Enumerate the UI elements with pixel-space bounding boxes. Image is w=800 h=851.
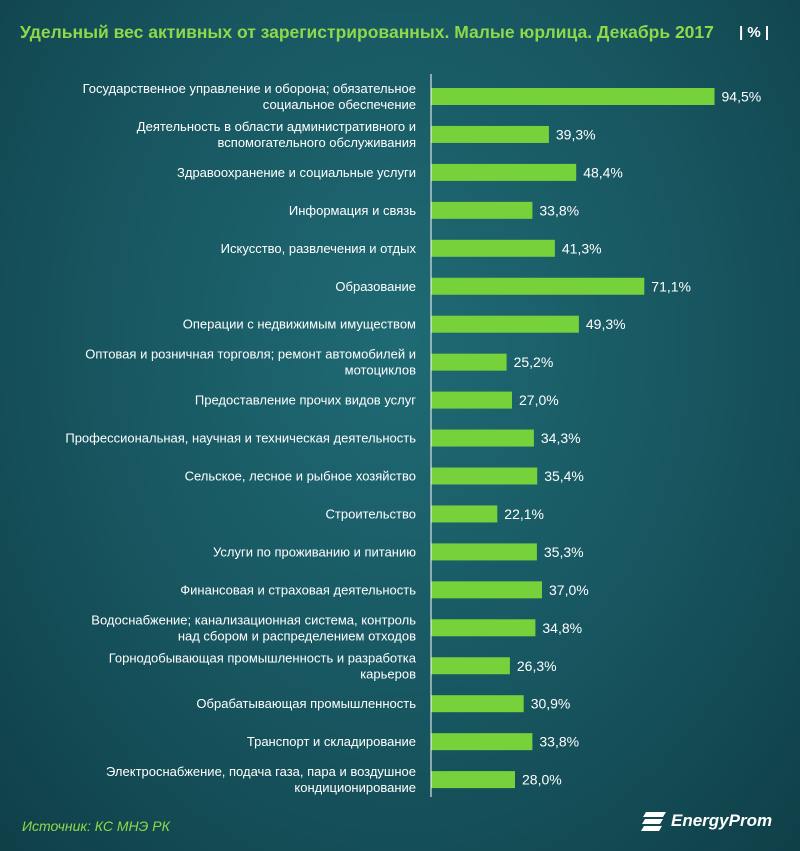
bar: [431, 733, 533, 751]
bar: [431, 353, 507, 371]
category-label: Финансовая и страховая деятельность: [180, 582, 416, 597]
bar: [431, 619, 536, 637]
category-label: Транспорт и складирование: [247, 734, 416, 749]
category-label: Профессиональная, научная и техническая …: [65, 431, 416, 446]
category-label: Операции с недвижимым имуществом: [183, 317, 416, 332]
bar: [431, 581, 542, 599]
logo-mark-icon: [641, 812, 666, 831]
value-label: 34,3%: [541, 430, 581, 446]
energyprom-logo: EnergyProm: [641, 810, 772, 832]
category-label: Сельское, лесное и рыбное хозяйство: [185, 469, 416, 484]
bar: [431, 657, 510, 675]
chart-title: Удельный вес активных от зарегистрирован…: [20, 22, 714, 42]
value-label: 33,8%: [539, 202, 579, 218]
category-label: Строительство: [326, 506, 416, 521]
bar: [431, 315, 579, 333]
value-label: 39,3%: [556, 126, 596, 142]
category-label: Электроснабжение, подача газа, пара и во…: [106, 764, 416, 779]
value-label: 33,8%: [539, 734, 579, 750]
value-label: 41,3%: [562, 240, 602, 256]
category-label: Искусство, развлечения и отдых: [221, 241, 417, 256]
value-label: 37,0%: [549, 582, 589, 598]
category-label: вспомогательного обслуживания: [218, 135, 416, 150]
value-label: 94,5%: [722, 89, 762, 105]
bar: [431, 239, 555, 257]
value-label: 28,0%: [522, 772, 562, 788]
value-label: 27,0%: [519, 392, 559, 408]
bar: [431, 505, 498, 523]
value-label: 48,4%: [583, 164, 623, 180]
bar: [431, 201, 533, 219]
category-label: Предоставление прочих видов услуг: [195, 393, 416, 408]
bar: [431, 88, 715, 105]
category-label: Здравоохранение и социальные услуги: [177, 165, 416, 180]
category-label: кондиционирование: [294, 780, 416, 795]
category-label: социальное обеспечение: [263, 97, 416, 112]
value-label: 30,9%: [531, 696, 571, 712]
bar: [431, 391, 512, 409]
category-label: над сбором и распределением отходов: [178, 628, 416, 643]
value-label: 35,3%: [544, 544, 584, 560]
value-label: 35,4%: [544, 468, 584, 484]
category-label: Информация и связь: [289, 203, 416, 218]
bar: [431, 163, 577, 181]
bar: [431, 125, 549, 143]
category-label: Услуги по проживанию и питанию: [213, 544, 416, 559]
bar: [431, 695, 524, 713]
bar: [431, 429, 534, 447]
value-label: 25,2%: [514, 354, 554, 370]
bar: [431, 771, 515, 789]
category-label: Образование: [335, 279, 416, 294]
category-label: Деятельность в области административного…: [137, 119, 416, 134]
source-note: Источник: КС МНЭ РК: [22, 818, 170, 834]
value-label: 49,3%: [586, 316, 626, 332]
unit-label: | % |: [739, 24, 770, 41]
category-label: Государственное управление и оборона; об…: [83, 81, 416, 96]
bar: [431, 543, 537, 561]
value-label: 26,3%: [517, 658, 557, 674]
value-label: 71,1%: [651, 278, 691, 294]
category-label: мотоциклов: [345, 363, 416, 378]
category-label: карьеров: [360, 666, 416, 681]
bar: [431, 277, 645, 295]
value-label: 22,1%: [504, 506, 544, 522]
category-label: Горнодобывающая промышленность и разрабо…: [109, 650, 417, 665]
category-label: Водоснабжение; канализационная система, …: [91, 612, 416, 627]
bar: [431, 467, 538, 485]
logo-text: EnergyProm: [671, 811, 773, 830]
category-label: Обрабатывающая промышленность: [196, 696, 416, 711]
category-label: Оптовая и розничная торговля; ремонт авт…: [85, 347, 416, 362]
value-label: 34,8%: [542, 620, 582, 636]
